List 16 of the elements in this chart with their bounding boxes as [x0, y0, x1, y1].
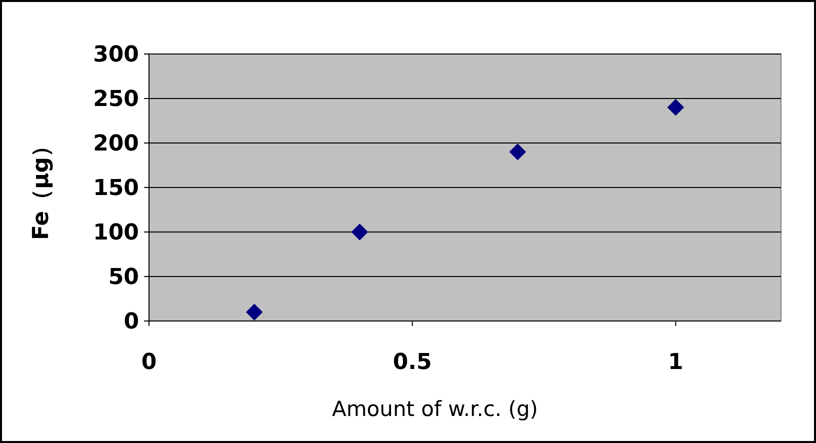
y-tick-label: 100 [93, 220, 139, 246]
y-axis-title: Fe（μg） [29, 135, 54, 240]
x-tick-label: 0 [141, 350, 157, 375]
y-tick-label: 150 [93, 176, 139, 202]
x-axis-title: Amount of w.r.c. (g) [332, 397, 538, 421]
x-tick-label: 0.5 [392, 350, 432, 375]
y-tick-label: 50 [108, 265, 139, 290]
y-tick-label: 250 [93, 87, 139, 112]
y-tick-label: 300 [93, 42, 139, 68]
y-tick-label: 0 [124, 310, 139, 335]
point [509, 144, 526, 160]
y-tick-label: 200 [93, 132, 139, 157]
x-tick-label: 1 [668, 350, 684, 375]
point [667, 99, 684, 116]
point [246, 304, 263, 320]
point [351, 224, 368, 240]
